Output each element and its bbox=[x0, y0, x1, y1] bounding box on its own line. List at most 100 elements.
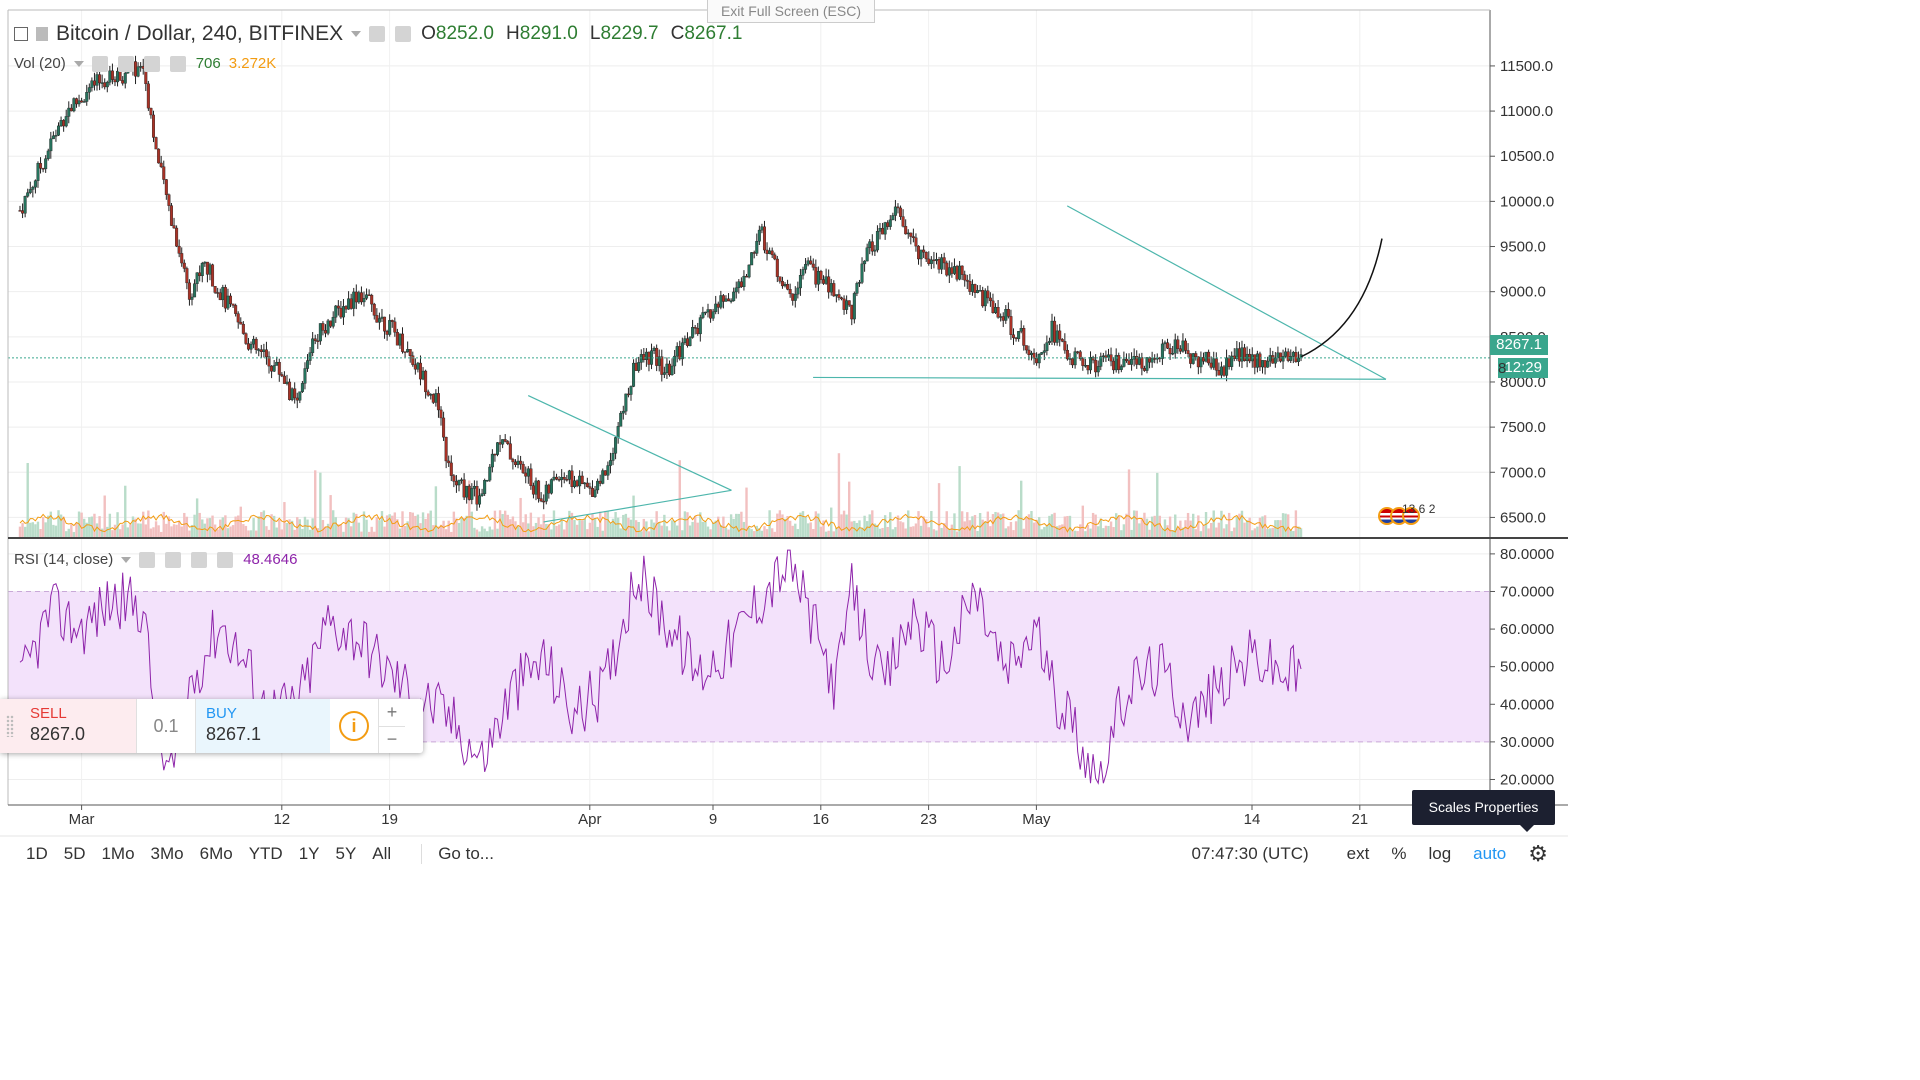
timeframe-5d[interactable]: 5D bbox=[63, 844, 86, 863]
goto-button[interactable]: Go to... bbox=[421, 844, 494, 864]
collapse-icon[interactable] bbox=[14, 27, 28, 41]
candle-body bbox=[470, 488, 474, 500]
gear-icon[interactable] bbox=[117, 55, 134, 72]
decrease-qty-button[interactable]: − bbox=[386, 729, 398, 750]
candle-body bbox=[193, 283, 197, 298]
volume-bar bbox=[1258, 517, 1262, 538]
candle-body bbox=[490, 453, 494, 468]
timeframe-1d[interactable]: 1D bbox=[26, 844, 48, 863]
volume-bar bbox=[914, 523, 918, 538]
rsi-label[interactable]: RSI (14, close) bbox=[14, 551, 114, 568]
volume-bar bbox=[840, 514, 843, 538]
trading-panel[interactable]: SELL 8267.0 0.1 BUY 8267.1 i + − bbox=[0, 699, 423, 753]
timeframe-all[interactable]: All bbox=[372, 844, 392, 863]
eye-icon[interactable] bbox=[91, 55, 108, 72]
eye-icon[interactable] bbox=[369, 26, 386, 42]
volume-bar bbox=[942, 523, 946, 538]
buy-label: BUY bbox=[206, 705, 237, 722]
gear-icon[interactable] bbox=[165, 551, 182, 568]
volume-bar bbox=[758, 528, 761, 538]
close-icon[interactable] bbox=[169, 55, 186, 72]
candle-body bbox=[1171, 353, 1175, 355]
ext-toggle[interactable]: ext bbox=[1346, 844, 1370, 863]
drag-handle-icon[interactable] bbox=[6, 715, 14, 737]
candle-body bbox=[778, 276, 782, 282]
candle-body bbox=[1058, 330, 1062, 340]
candle-body bbox=[724, 298, 728, 302]
volume-bar bbox=[560, 520, 563, 538]
timeframe-1y[interactable]: 1Y bbox=[298, 844, 320, 863]
buy-price: 8267.1 bbox=[206, 724, 262, 744]
volume-bar bbox=[1022, 528, 1025, 538]
candle-body bbox=[167, 194, 171, 206]
chevron-down-icon[interactable] bbox=[121, 556, 132, 563]
eye-icon[interactable] bbox=[139, 551, 156, 568]
sell-button[interactable]: SELL 8267.0 bbox=[0, 699, 136, 753]
volume-bar bbox=[88, 517, 91, 538]
timeframe-5y[interactable]: 5Y bbox=[335, 844, 357, 863]
candle-body bbox=[1042, 350, 1046, 353]
quantity-field[interactable]: 0.1 bbox=[136, 699, 196, 753]
volume-bar bbox=[976, 530, 979, 538]
candle-body bbox=[408, 349, 412, 356]
volume-bar bbox=[1174, 514, 1177, 538]
plus-icon[interactable] bbox=[143, 55, 160, 72]
volume-bar bbox=[162, 511, 165, 538]
gear-icon[interactable]: ⚙ bbox=[1528, 841, 1548, 866]
candle-body bbox=[1291, 352, 1295, 357]
volume-bar bbox=[100, 528, 104, 538]
volume-bar bbox=[1222, 528, 1226, 538]
vol-label[interactable]: Vol (20) bbox=[14, 55, 66, 72]
candle-body bbox=[308, 352, 312, 361]
log-toggle[interactable]: log bbox=[1428, 844, 1452, 863]
percent-toggle[interactable]: % bbox=[1391, 844, 1407, 863]
info-button[interactable]: i bbox=[330, 699, 378, 753]
volume-bar bbox=[288, 519, 291, 538]
volume-bar bbox=[753, 531, 756, 538]
timeframe-1mo[interactable]: 1Mo bbox=[101, 844, 135, 863]
volume-bar bbox=[1107, 525, 1110, 538]
gear-icon[interactable] bbox=[395, 26, 412, 42]
volume-bar bbox=[93, 513, 96, 538]
exit-fullscreen-button[interactable]: Exit Full Screen (ESC) bbox=[707, 0, 875, 23]
candle-body bbox=[275, 361, 279, 366]
candle-countdown: 12:29 bbox=[1498, 358, 1548, 378]
volume-bar bbox=[791, 525, 794, 538]
candle-body bbox=[1194, 353, 1198, 358]
timeframe-6mo[interactable]: 6Mo bbox=[199, 844, 233, 863]
volume-bar bbox=[850, 521, 853, 538]
candle-body bbox=[293, 388, 297, 399]
volume-bar bbox=[948, 528, 951, 538]
chevron-down-icon[interactable] bbox=[73, 60, 84, 67]
volume-bar bbox=[1020, 480, 1023, 538]
candle-body bbox=[742, 275, 746, 287]
volume-bar bbox=[23, 526, 27, 538]
chevron-down-icon[interactable] bbox=[351, 31, 362, 37]
candle-body bbox=[513, 461, 517, 465]
utc-clock[interactable]: 07:47:30 (UTC) bbox=[1191, 844, 1309, 863]
symbol-title[interactable]: Bitcoin / Dollar, 240, BITFINEX bbox=[56, 22, 344, 45]
candle-body bbox=[277, 361, 281, 375]
candle-body bbox=[775, 258, 779, 277]
timeframe-ytd[interactable]: YTD bbox=[248, 844, 283, 863]
candle-body bbox=[421, 370, 425, 380]
buy-button[interactable]: BUY 8267.1 bbox=[196, 699, 330, 753]
timeframe-3mo[interactable]: 3Mo bbox=[150, 844, 184, 863]
auto-toggle[interactable]: auto bbox=[1473, 844, 1507, 863]
volume-bar bbox=[1156, 472, 1159, 538]
volume-bar bbox=[254, 530, 258, 538]
volume-bar bbox=[809, 522, 812, 538]
candle-body bbox=[768, 250, 772, 254]
increase-qty-button[interactable]: + bbox=[379, 699, 405, 727]
plus-icon[interactable] bbox=[191, 551, 208, 568]
candle-body bbox=[516, 460, 520, 465]
candle-body bbox=[1083, 365, 1087, 367]
volume-bar bbox=[452, 511, 456, 538]
candle-body bbox=[678, 346, 682, 360]
rsi-line bbox=[19, 549, 1302, 785]
close-icon[interactable] bbox=[217, 551, 234, 568]
volume-bar bbox=[886, 527, 889, 538]
volume-bar bbox=[347, 518, 350, 538]
volume-bar bbox=[154, 521, 158, 538]
candle-body bbox=[508, 443, 512, 460]
